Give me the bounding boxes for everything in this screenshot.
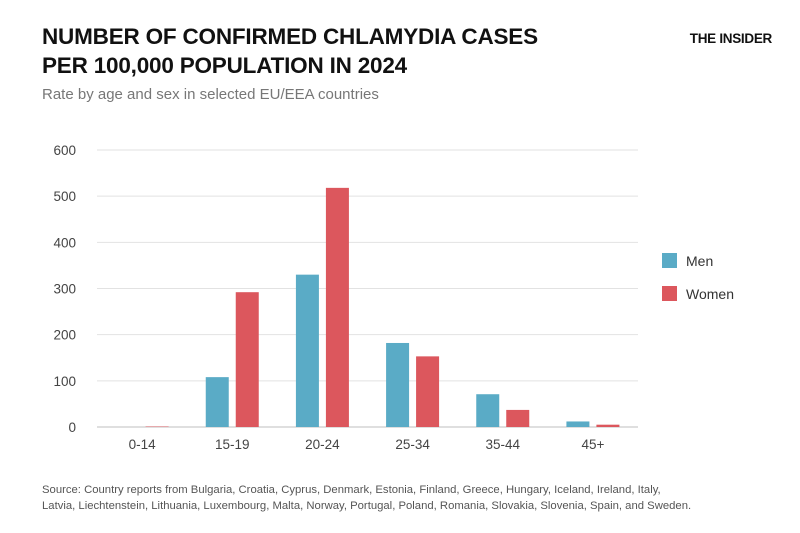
chart-title-line-2: PER 100,000 POPULATION IN 2024 (42, 53, 407, 78)
y-tick-label: 300 (53, 282, 76, 297)
legend-swatch-women (662, 286, 677, 301)
bar-men-45+ (566, 421, 590, 427)
source-note: Source: Country reports from Bulgaria, C… (42, 482, 742, 514)
y-tick-label: 0 (68, 420, 76, 435)
legend-swatch-men (662, 253, 677, 268)
x-tick-label: 45+ (581, 437, 604, 452)
x-tick-label: 35-44 (485, 437, 520, 452)
bar-women-45+ (596, 424, 620, 427)
chart-legend: Men Women (662, 252, 734, 318)
chart-title: NUMBER OF CONFIRMED CHLAMYDIA CASES PER … (42, 22, 602, 80)
y-tick-label: 500 (53, 189, 76, 204)
y-tick-label: 600 (53, 143, 76, 158)
chart-bars (145, 187, 620, 427)
chart-grid (97, 149, 638, 428)
x-tick-label: 25-34 (395, 437, 430, 452)
x-tick-label: 15-19 (215, 437, 250, 452)
source-line-2: Latvia, Liechtenstein, Lithuania, Luxemb… (42, 500, 692, 512)
chart-title-line-1: NUMBER OF CONFIRMED CHLAMYDIA CASES (42, 24, 538, 49)
bar-women-20-24 (325, 187, 349, 427)
chart-subtitle: Rate by age and sex in selected EU/EEA c… (42, 86, 379, 103)
x-tick-label: 20-24 (305, 437, 340, 452)
y-tick-label: 100 (53, 374, 76, 389)
bar-men-35-44 (476, 394, 500, 427)
y-tick-label: 200 (53, 328, 76, 343)
legend-label-women: Women (686, 285, 734, 302)
bar-men-15-19 (205, 377, 229, 427)
x-axis-ticks: 0-14 15-19 20-24 25-34 35-44 45+ (129, 437, 605, 452)
bar-women-35-44 (506, 409, 530, 427)
y-tick-label: 400 (53, 235, 76, 250)
bar-men-20-24 (295, 274, 319, 427)
y-axis-ticks: 0 100 200 300 400 500 600 (53, 143, 76, 435)
brand-logo: THE INSIDER (689, 31, 773, 46)
legend-item-women: Women (662, 285, 734, 302)
bar-men-25-34 (386, 342, 410, 427)
source-line-1: Source: Country reports from Bulgaria, C… (42, 484, 661, 496)
legend-label-men: Men (686, 252, 714, 269)
legend-item-men: Men (662, 252, 734, 269)
x-tick-label: 0-14 (129, 437, 157, 452)
bar-women-15-19 (235, 292, 259, 427)
bar-women-25-34 (416, 356, 440, 427)
